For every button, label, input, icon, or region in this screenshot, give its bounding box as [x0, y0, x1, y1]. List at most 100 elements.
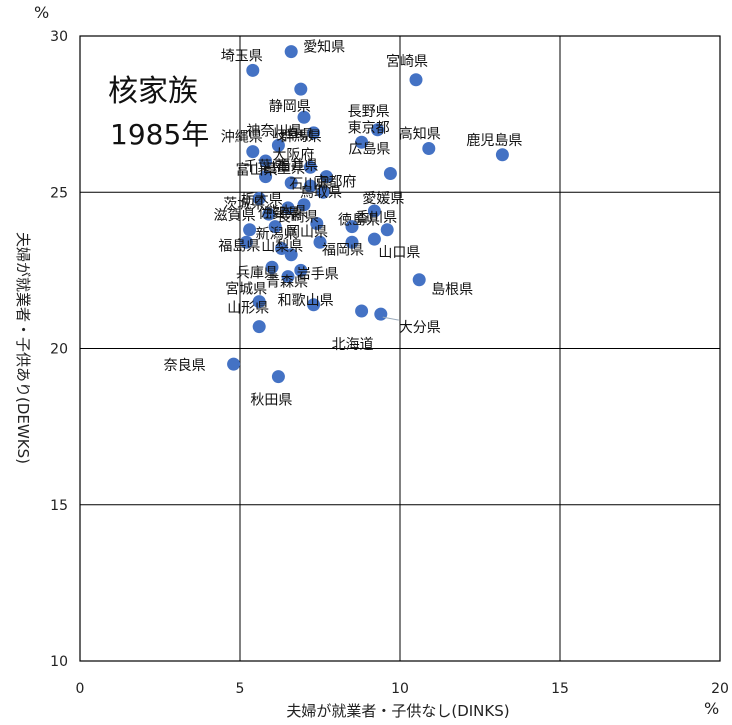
point-label: 北海道: [332, 337, 374, 353]
point-label: 愛媛県: [362, 191, 404, 207]
x-unit-label: %: [704, 699, 719, 718]
point-label: 青森県: [266, 275, 308, 291]
data-point: [259, 170, 273, 184]
leader-line: [382, 316, 399, 321]
point-label: 香川県: [355, 210, 397, 226]
data-point: [495, 148, 509, 162]
data-point: [252, 320, 266, 334]
chart-subtitle: 1985年: [110, 118, 209, 151]
x-tick-label: 5: [236, 681, 245, 697]
point-label: 群馬県: [280, 129, 322, 145]
data-point: [371, 123, 385, 137]
chart-title: 核家族: [108, 74, 198, 109]
point-label: 和歌山県: [278, 293, 334, 309]
data-point: [275, 242, 289, 255]
point-label: 兵庫県: [236, 264, 278, 281]
y-tick-label: 15: [50, 498, 68, 514]
point-label: 福島県: [218, 238, 260, 254]
point-label: 京都府: [314, 175, 356, 191]
data-point: [313, 235, 327, 249]
data-point: [271, 138, 285, 152]
data-point: [284, 176, 298, 190]
y-tick-label: 20: [50, 342, 68, 358]
data-point: [297, 198, 311, 212]
point-label: 佐賀県: [258, 206, 300, 222]
data-point: [319, 170, 333, 184]
data-point: [422, 142, 436, 155]
data-point: [367, 204, 381, 218]
point-label: 神奈川県: [246, 123, 302, 139]
data-point: [294, 263, 308, 277]
point-label: 鳥取県: [300, 185, 342, 201]
point-label: 山梨県: [261, 239, 303, 255]
x-tick-label: 20: [711, 681, 729, 697]
y-tick-label: 10: [50, 654, 68, 670]
point-label: 岩手県: [297, 266, 339, 282]
point-label: 東京都: [348, 120, 390, 136]
y-tick-label: 30: [50, 29, 68, 45]
data-point: [307, 126, 321, 140]
point-label: 鹿児島県: [466, 132, 522, 149]
leader-lines: [382, 316, 399, 321]
point-label: 福岡県: [322, 242, 364, 258]
point-label: 栃木県: [241, 192, 283, 208]
data-point: [262, 207, 276, 221]
data-point: [355, 135, 369, 149]
point-label: 宮城県: [225, 282, 267, 298]
data-point: [367, 232, 381, 246]
y-tick-label: 25: [50, 185, 68, 201]
x-tick-label: 0: [76, 681, 85, 697]
point-label: 長野県: [348, 104, 390, 120]
data-point: [271, 370, 285, 384]
point-label: 秋田県: [250, 393, 292, 409]
point-label: 沖縄県: [221, 130, 263, 146]
data-point: [345, 235, 359, 249]
data-point: [239, 235, 253, 249]
point-label: 千葉県: [244, 159, 286, 175]
data-point: [246, 145, 260, 159]
point-label: 滋賀県: [214, 208, 256, 224]
data-point: [284, 248, 298, 262]
point-label: 広島県: [348, 142, 390, 158]
data-point: [383, 167, 397, 180]
point-label: 新潟県: [256, 227, 298, 243]
point-label: 大分県: [399, 320, 441, 336]
data-point: [307, 298, 321, 312]
data-point: [243, 223, 257, 237]
point-label: 富山県: [236, 162, 278, 179]
point-label: 徳島県: [338, 213, 380, 229]
data-point: [380, 223, 394, 237]
data-point: [268, 220, 282, 234]
data-point: [252, 295, 266, 309]
point-label: 高知県: [399, 126, 441, 143]
point-label: 山形県: [227, 301, 269, 317]
data-point: [297, 110, 311, 124]
data-point: [246, 63, 260, 77]
data-point: [310, 217, 324, 230]
point-label: 茨城県: [223, 197, 265, 213]
y-axis-title: 夫婦が就業者・子供あり(DEWKS): [14, 232, 32, 464]
data-point: [374, 307, 388, 321]
data-point: [259, 154, 273, 168]
data-point: [303, 179, 317, 193]
point-label: 島根県: [431, 282, 473, 298]
x-tick-label: 15: [551, 681, 569, 697]
point-label: 三重県: [263, 161, 305, 177]
point-label: 静岡県: [269, 99, 311, 115]
x-axis-title: 夫婦が就業者・子供なし(DINKS): [286, 702, 509, 720]
data-point: [303, 160, 317, 174]
data-point: [355, 304, 369, 318]
y-unit-label: %: [34, 3, 49, 22]
data-point: [284, 45, 298, 59]
x-tick-label: 10: [391, 681, 409, 697]
point-label: 奈良県: [164, 358, 206, 374]
data-point: [252, 192, 266, 205]
point-label: 宮崎県: [386, 54, 428, 70]
point-label: 福井県: [276, 158, 318, 174]
point-label: 岡山県: [286, 224, 328, 240]
point-label: 熊本県: [265, 205, 307, 221]
point-label: 石川県: [289, 176, 331, 192]
data-point: [265, 260, 279, 274]
